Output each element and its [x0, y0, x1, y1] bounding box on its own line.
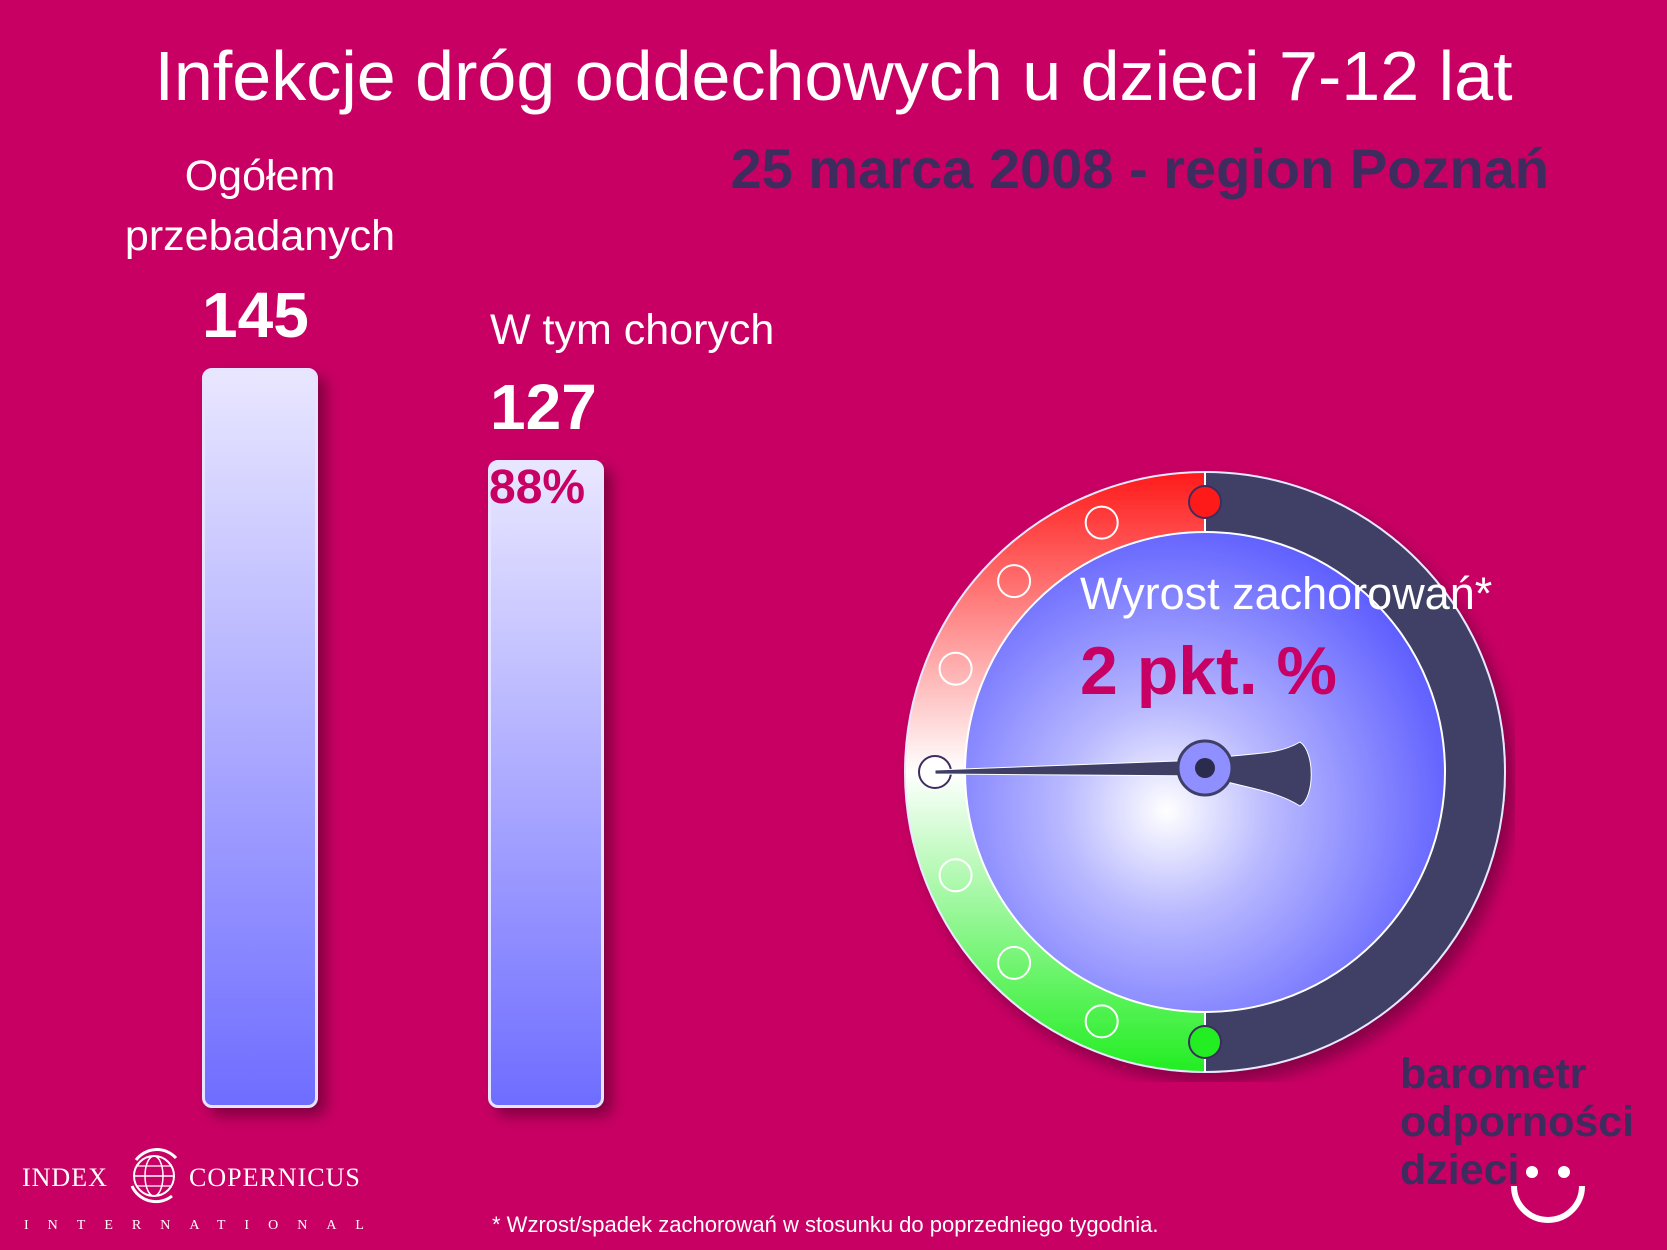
gauge-tick-1 — [1084, 505, 1119, 540]
gauge-tick-5 — [938, 858, 973, 893]
chart-subtitle: 25 marca 2008 - region Poznań — [730, 137, 1549, 200]
logo-left-word: INDEX — [22, 1163, 108, 1192]
chart-title: Infekcje dróg oddechowych u dzieci 7-12 … — [154, 37, 1513, 115]
gauge-value: 2 pkt. % — [1080, 633, 1337, 709]
gauge-dial — [904, 471, 1506, 1073]
sick-label: W tym chorych — [490, 306, 775, 354]
smiley-icon — [1511, 1166, 1585, 1223]
sick-value: 127 — [490, 371, 597, 443]
bar-total — [202, 368, 318, 1108]
globe-icon — [130, 1148, 178, 1204]
total-label-line1: Ogółem — [184, 152, 336, 200]
gauge-tick-2 — [997, 564, 1032, 599]
sick-percent: 88% — [489, 461, 586, 514]
brand-line1: barometr — [1400, 1050, 1587, 1098]
brand-line3: dzieci — [1400, 1146, 1520, 1194]
gauge-tick-7 — [1084, 1004, 1119, 1039]
gauge-tick-0 — [1188, 485, 1222, 519]
gauge-tick-6 — [997, 945, 1032, 980]
logo-subtitle: INTERNATIONAL — [24, 1218, 383, 1233]
total-label-line2: przebadanych — [124, 212, 396, 260]
logo-right-word: COPERNICUS — [189, 1163, 361, 1192]
brand-line2: odporności — [1400, 1098, 1635, 1146]
gauge-hub-center — [1195, 758, 1215, 778]
gauge-label: Wyrost zachorowań* — [1080, 568, 1493, 619]
gauge-tick-8 — [1188, 1025, 1222, 1059]
bar-sick — [488, 460, 604, 1108]
total-value: 145 — [202, 279, 309, 351]
footnote: * Wzrost/spadek zachorowań w stosunku do… — [492, 1212, 1159, 1237]
gauge-tick-3 — [938, 651, 973, 686]
